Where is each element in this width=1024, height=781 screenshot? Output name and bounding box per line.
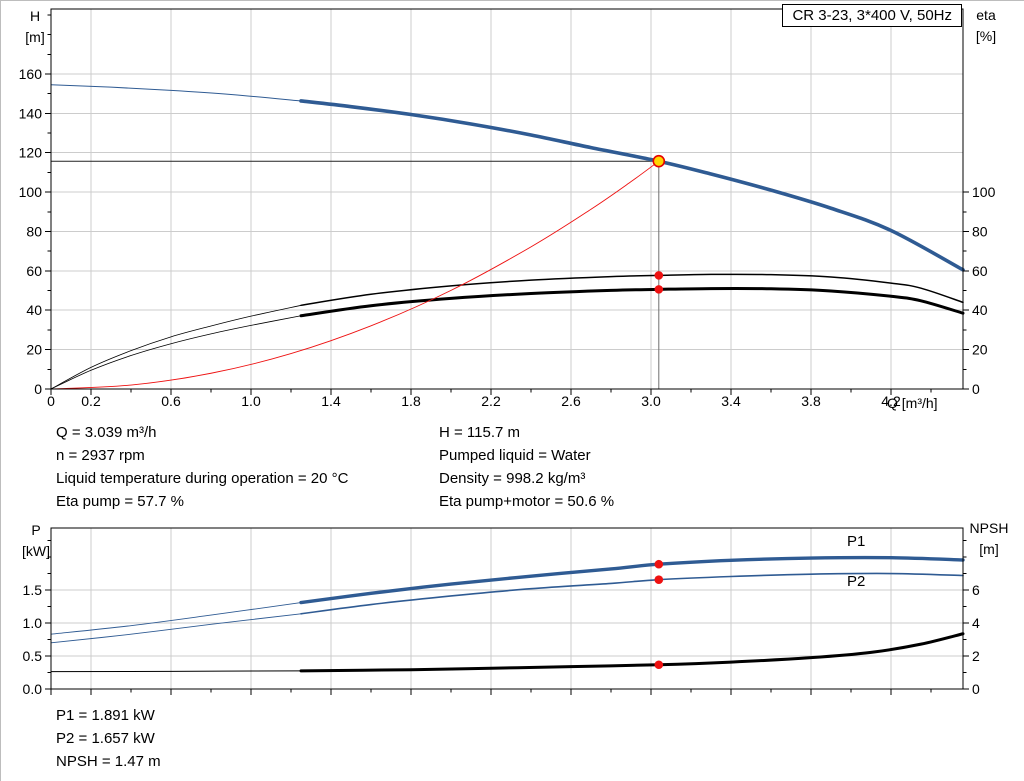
readout-p1: P1 = 1.891 kW — [56, 707, 155, 724]
readout-eta-pump-motor: Eta pump+motor = 50.6 % — [439, 493, 615, 510]
y-left-tick-label: 40 — [26, 302, 42, 318]
x-tick-label: 4.2 — [881, 393, 901, 409]
y-right-tick-label: 80 — [972, 223, 988, 239]
readout-pumped-liquid: Pumped liquid = Water — [439, 447, 591, 464]
y-right-tick-label: 100 — [972, 184, 996, 200]
h-axis-corner-label: H [m] — [17, 6, 53, 48]
x-tick-label: 3.8 — [801, 393, 821, 409]
readout-p2: P2 = 1.657 kW — [56, 730, 155, 747]
h-curve-low-flow-curve — [50, 84, 302, 102]
readout-liquid-temperature: Liquid temperature during operation = 20… — [56, 470, 349, 487]
eta-pump-low-flow-curve — [50, 304, 302, 390]
p1-curve — [299, 555, 965, 605]
y-right-tick-label: 6 — [972, 582, 980, 598]
x-tick-label: 3.0 — [641, 393, 661, 409]
y-left-tick-label: 60 — [26, 263, 42, 279]
y-left-tick-label: 0 — [34, 381, 42, 397]
y-left-tick-label: 140 — [19, 105, 43, 121]
plot-border — [50, 527, 964, 690]
duty-point-marker[interactable] — [652, 154, 666, 168]
p-axis-unit: [kW] — [22, 543, 50, 559]
npsh-curve — [299, 632, 965, 673]
npsh-axis-symbol: NPSH — [969, 520, 1009, 536]
y-left-tick-label: 160 — [19, 66, 43, 82]
eta-axis-unit: [%] — [975, 28, 997, 44]
y-left-tick-label: 0.0 — [23, 681, 43, 697]
qh-efficiency-chart: 0 0.2 0.6 1.0 1.4 1.8 2.2 2.6 3.0 3.4 3.8 4.2 0 20 40 6… — [19, 8, 996, 409]
operating-data-right-column: H = 115.7 m Pumped liquid = Water Densit… — [439, 421, 614, 513]
plot-border — [50, 8, 964, 390]
h-axis-symbol: H — [29, 8, 41, 24]
y-left-tick-label: 1.5 — [23, 582, 43, 598]
eta-axis-corner-label: eta [%] — [963, 5, 1009, 47]
x-tick-label: 2.6 — [561, 393, 581, 409]
y-right-tick-label: 20 — [972, 342, 988, 358]
readout-head: H = 115.7 m — [439, 424, 521, 441]
npsh-axis-unit: [m] — [979, 541, 999, 557]
p2-series-label: P2 — [847, 573, 865, 590]
readout-npsh: NPSH = 1.47 m — [56, 753, 161, 770]
y-right-tick-label: 0 — [972, 381, 980, 397]
npsh-point-dot — [654, 660, 664, 670]
x-tick-label: 2.2 — [481, 393, 501, 409]
p2-curve — [300, 572, 964, 615]
system-curve-curve — [50, 160, 660, 390]
y-right-tick-label: 60 — [972, 263, 988, 279]
p1-low-flow-curve — [50, 602, 302, 635]
h-axis-unit: [m] — [25, 29, 45, 45]
y-left-tick-label: 1.0 — [23, 615, 43, 631]
x-tick-label: 1.0 — [241, 393, 261, 409]
npsh-low-flow-curve — [50, 670, 302, 673]
p-axis-symbol: P — [31, 522, 41, 538]
readout-eta-pump: Eta pump = 57.7 % — [56, 493, 184, 510]
y-right-tick-label: 4 — [972, 615, 980, 631]
x-tick-label: 0 — [47, 393, 55, 409]
x-tick-label: 0.6 — [161, 393, 181, 409]
readout-q: Q = 3.039 m³/h — [56, 424, 157, 441]
eta-pump-point-dot — [654, 271, 664, 280]
x-tick-label: 3.4 — [721, 393, 741, 409]
p1-series-label: P1 — [847, 533, 865, 550]
p2-low-flow-curve — [50, 613, 302, 644]
power-npsh-chart: 0.0 0.5 1.0 1.5 0 2 4 6 P1 P2 — [23, 527, 980, 697]
x-tick-label: 0.2 — [81, 393, 101, 409]
y-right-tick-label: 40 — [972, 302, 988, 318]
y-left-tick-label: 80 — [26, 223, 42, 239]
eta-pump-motor-curve — [299, 287, 965, 318]
pump-title-box: CR 3-23, 3*400 V, 50Hz — [782, 4, 962, 27]
eta-pump-motor-point-dot — [654, 285, 664, 294]
y-right-tick-label: 2 — [972, 648, 980, 664]
x-tick-label: 1.8 — [401, 393, 421, 409]
readout-density: Density = 998.2 kg/m³ — [439, 470, 586, 487]
eta-axis-symbol: eta — [976, 7, 996, 23]
readout-speed: n = 2937 rpm — [56, 447, 145, 464]
power-npsh-readouts: P1 = 1.891 kW P2 = 1.657 kW NPSH = 1.47 … — [56, 704, 161, 773]
y-left-tick-label: 20 — [26, 342, 42, 358]
operating-data-left-column: Q = 3.039 m³/h n = 2937 rpm Liquid tempe… — [56, 421, 348, 513]
p2-point-dot — [654, 575, 664, 584]
p-axis-corner-label: P [kW] — [15, 520, 57, 562]
h-curve-curve — [299, 99, 965, 272]
y-left-tick-label: 100 — [19, 184, 43, 200]
q-axis-label: Q [m³/h] — [887, 395, 938, 411]
eta-pump-curve — [300, 273, 964, 307]
y-right-tick-label: 0 — [972, 681, 980, 697]
eta-pump-motor-low-flow-curve — [50, 315, 302, 390]
x-tick-label: 1.4 — [321, 393, 341, 409]
p1-point-dot — [654, 559, 664, 569]
npsh-axis-corner-label: NPSH [m] — [959, 518, 1019, 560]
y-left-tick-label: 120 — [19, 145, 43, 161]
y-left-tick-label: 0.5 — [23, 648, 43, 664]
